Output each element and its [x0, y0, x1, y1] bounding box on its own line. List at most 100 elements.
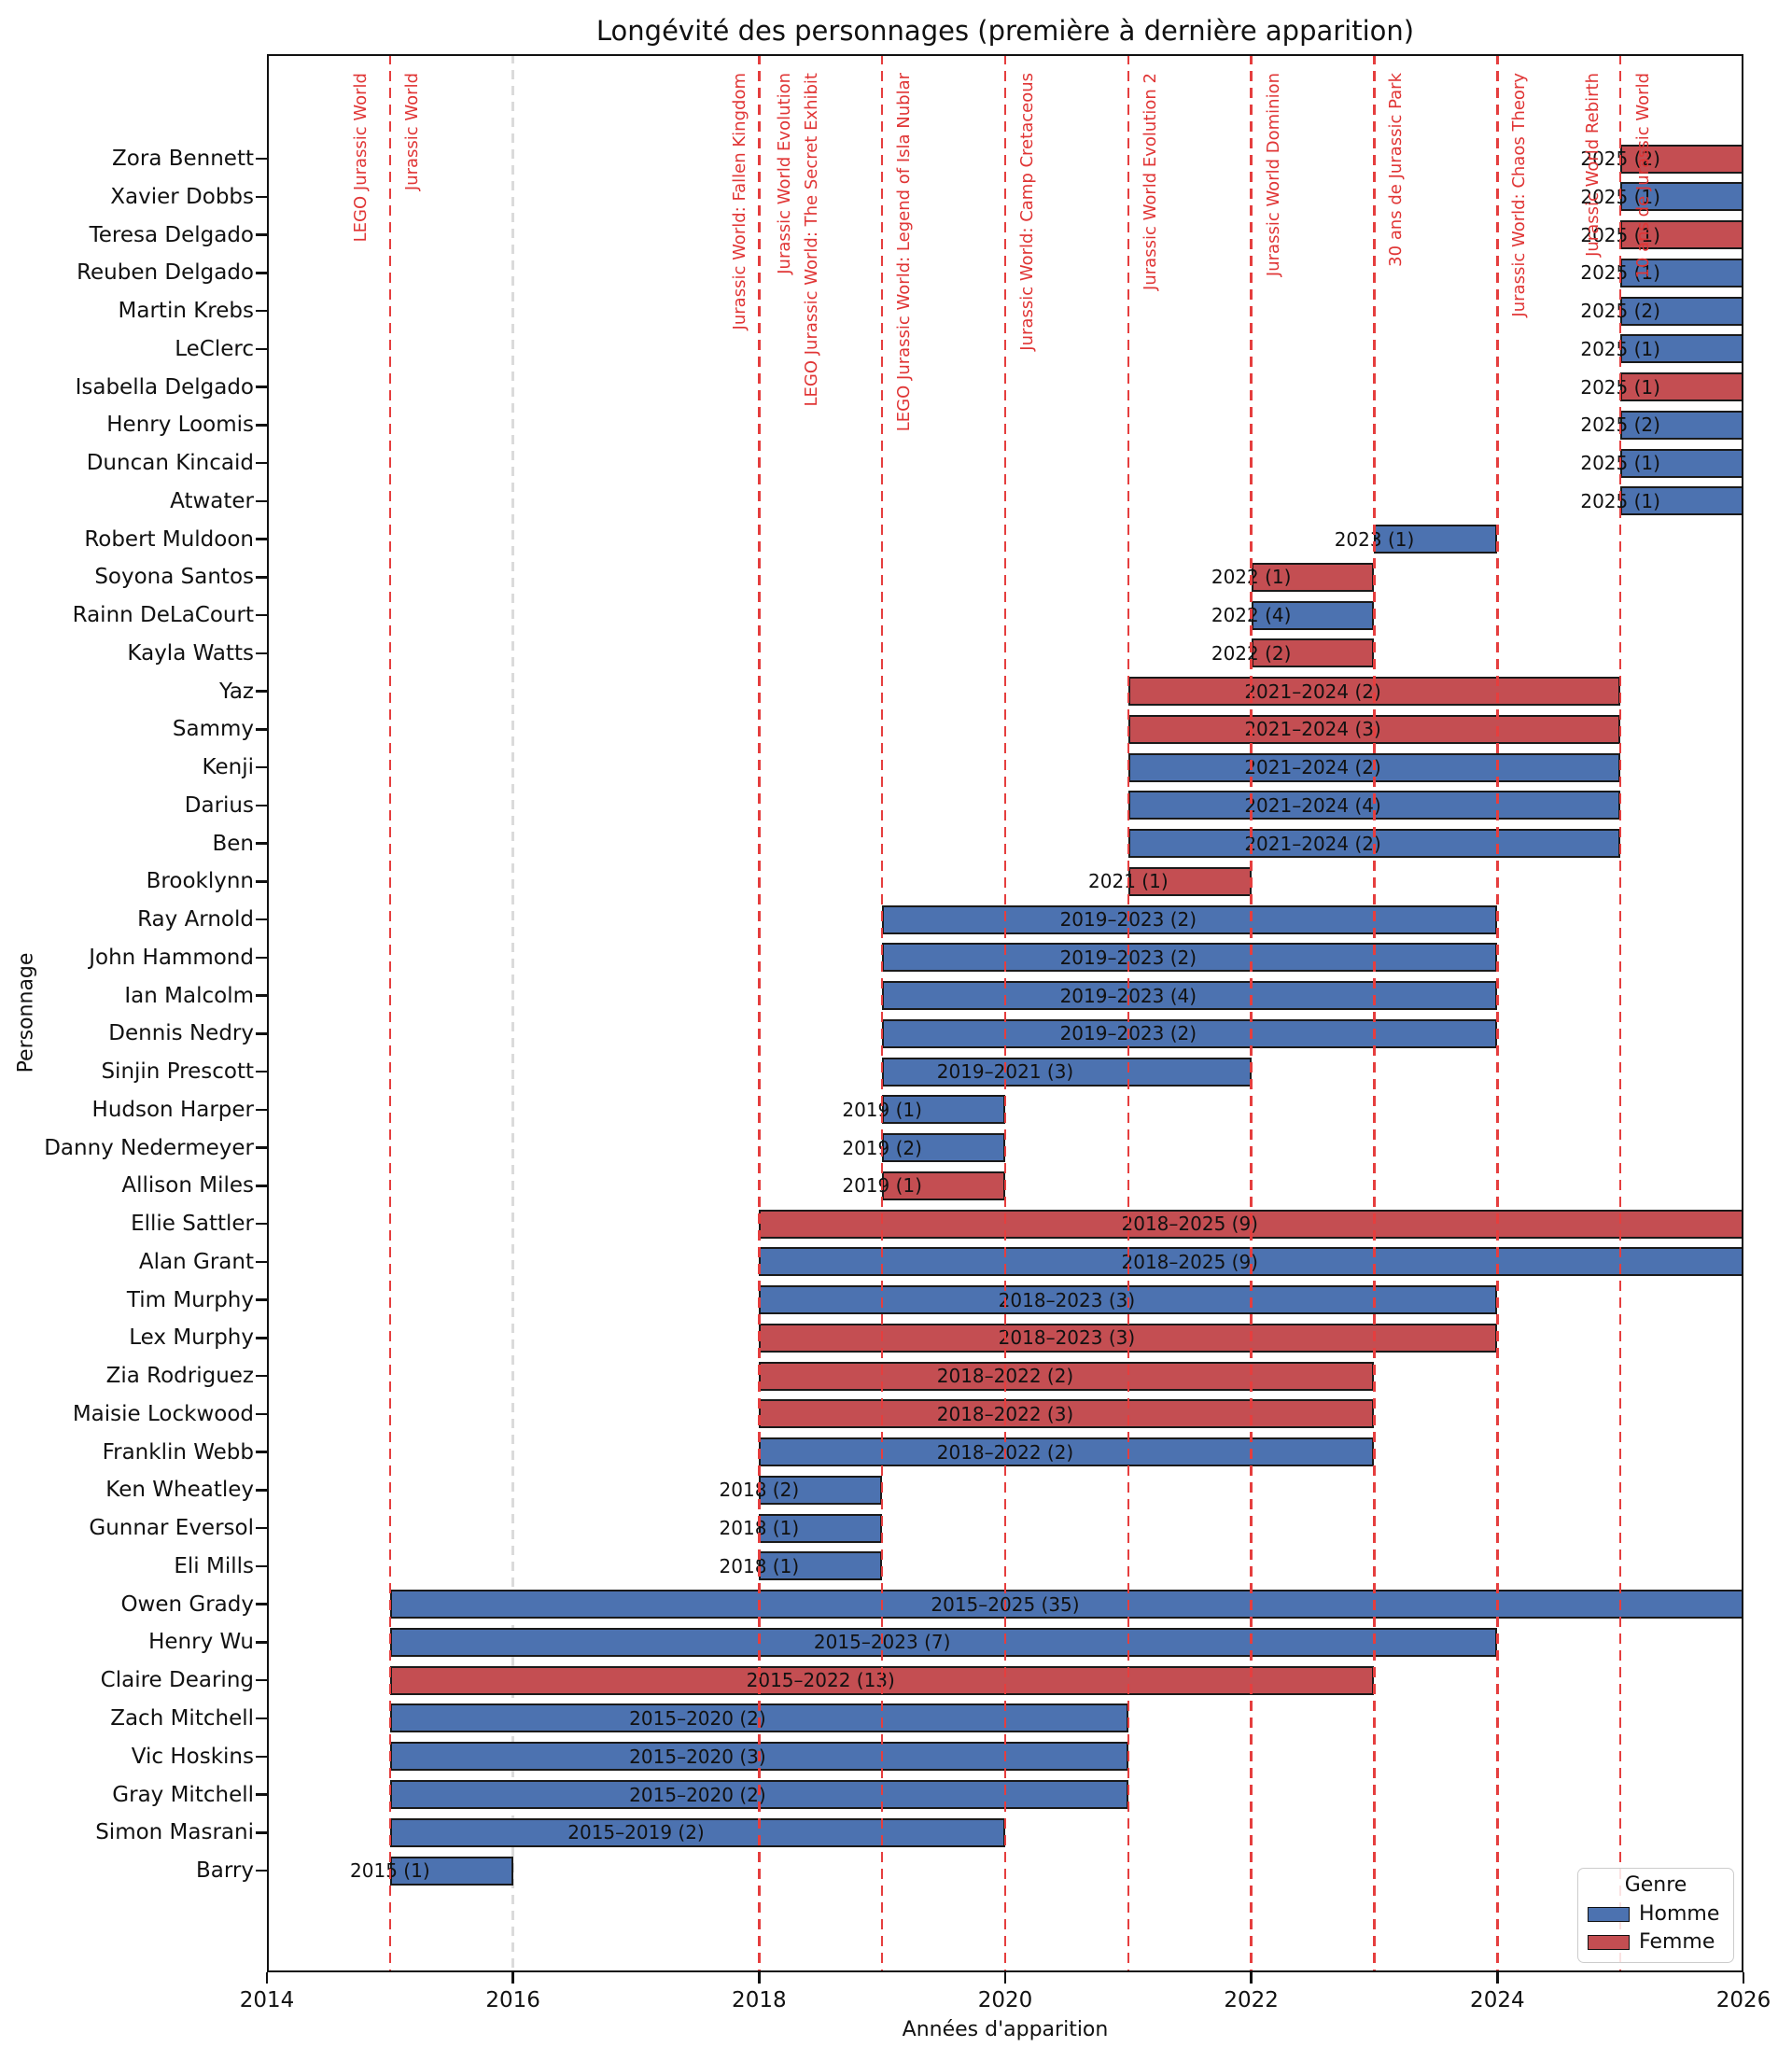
legend-title: Genre — [1624, 1873, 1687, 1897]
y-tick-mark — [256, 1869, 267, 1872]
character-name: Zia Rodriguez — [105, 1364, 254, 1389]
character-name: Kayla Watts — [127, 640, 254, 666]
y-tick-mark — [256, 1070, 267, 1073]
character-name: Alan Grant — [138, 1249, 254, 1274]
event-label: 10 ans de Jurassic World — [1633, 73, 1654, 279]
x-tick-label: 2024 — [1470, 1988, 1525, 2012]
bar — [882, 1171, 1005, 1200]
event-label: LEGO Jurassic World — [350, 73, 371, 243]
bar — [759, 1551, 883, 1581]
y-tick-mark — [256, 499, 267, 503]
character-name: Simon Masrani — [95, 1820, 254, 1845]
bar — [389, 1627, 1498, 1657]
y-tick-mark — [256, 613, 267, 617]
bar — [1251, 638, 1375, 668]
bar — [389, 1817, 1005, 1847]
character-name: John Hammond — [89, 945, 254, 970]
legend-swatch-femme — [1588, 1935, 1630, 1950]
bar — [1620, 144, 1743, 174]
y-tick-mark — [256, 233, 267, 236]
character-name: Eli Mills — [174, 1553, 254, 1578]
bar — [1620, 448, 1743, 478]
bar — [759, 1399, 1375, 1429]
y-tick-mark — [256, 424, 267, 427]
character-name: Ray Arnold — [137, 907, 254, 932]
character-name: Claire Dearing — [100, 1668, 254, 1693]
character-name: Allison Miles — [121, 1173, 254, 1199]
y-tick-mark — [256, 1298, 267, 1301]
y-tick-mark — [256, 1412, 267, 1416]
character-name: Zach Mitchell — [110, 1705, 254, 1731]
y-tick-mark — [256, 842, 267, 845]
gridline — [511, 54, 514, 1972]
character-name: Reuben Delgado — [77, 260, 254, 286]
y-tick-mark — [256, 804, 267, 807]
y-tick-mark — [256, 1108, 267, 1112]
bar — [759, 1475, 883, 1505]
bar — [1127, 866, 1252, 896]
legend-label: Homme — [1639, 1902, 1720, 1926]
bar — [882, 943, 1498, 973]
y-tick-mark — [256, 1755, 267, 1758]
event-label: Jurassic World Rebirth — [1583, 73, 1603, 257]
event-label: Jurassic World: Fallen Kingdom — [730, 73, 750, 330]
event-label: Jurassic World — [401, 73, 422, 191]
y-tick-mark — [256, 1489, 267, 1492]
character-name: Ian Malcolm — [124, 983, 254, 1008]
bar-label: 2015–2020 (2) — [629, 1706, 766, 1730]
character-name: Kenji — [202, 755, 254, 780]
bar — [389, 1590, 1743, 1619]
x-tick-label: 2018 — [732, 1988, 787, 2012]
bar-label: 2018–2025 (9) — [1121, 1213, 1258, 1236]
y-tick-mark — [256, 765, 267, 769]
y-tick-mark — [256, 1678, 267, 1682]
character-name: Robert Muldoon — [84, 526, 254, 552]
character-name: Ken Wheatley — [105, 1478, 254, 1503]
bar — [1251, 600, 1375, 630]
legend-rows: Homme Femme — [1588, 1903, 1724, 1954]
character-name: Sinjin Prescott — [101, 1059, 254, 1085]
x-tick-label: 2016 — [485, 1988, 540, 2012]
bar — [882, 1133, 1005, 1163]
y-tick-mark — [256, 576, 267, 579]
legend-item: Homme — [1588, 1903, 1724, 1926]
character-name: Danny Nedermeyer — [44, 1135, 254, 1160]
bar-label: 2018–2023 (3) — [998, 1288, 1136, 1311]
bar-label: 2018–2025 (9) — [1121, 1250, 1258, 1273]
character-name: Brooklynn — [146, 869, 254, 894]
event-label: LEGO Jurassic World: Legend of Isla Nubl… — [894, 73, 915, 432]
event-line — [1127, 54, 1130, 1972]
x-tick-mark — [511, 1972, 514, 1984]
character-name: Teresa Delgado — [89, 222, 254, 247]
character-name: Vic Hoskins — [131, 1744, 254, 1769]
character-name: Gunnar Eversol — [89, 1516, 254, 1541]
event-line — [1373, 54, 1376, 1972]
bar — [1620, 258, 1743, 287]
chart-title: Longévité des personnages (première à de… — [595, 15, 1415, 47]
character-name: Henry Wu — [148, 1630, 254, 1655]
event-line — [880, 54, 884, 1972]
y-tick-mark — [256, 690, 267, 693]
event-label: Jurassic World: Camp Cretaceous — [1016, 73, 1037, 351]
event-line — [1250, 54, 1253, 1972]
character-name: Zora Bennett — [112, 147, 254, 171]
y-tick-mark — [256, 538, 267, 540]
bar — [759, 1437, 1375, 1467]
y-tick-mark — [256, 1564, 267, 1568]
y-tick-mark — [256, 1374, 267, 1378]
event-label: Jurassic World Evolution — [775, 73, 795, 274]
event-label: LEGO Jurassic World: The Secret Exhibit — [802, 73, 822, 407]
x-tick-label: 2014 — [239, 1988, 295, 2012]
bar-label: 2015–2020 (3) — [629, 1745, 766, 1768]
y-tick-mark — [256, 1337, 267, 1339]
bar-label: 2021–2024 (2) — [1244, 680, 1381, 703]
character-name: LeClerc — [175, 336, 254, 361]
character-name: Xavier Dobbs — [110, 184, 254, 209]
event-line — [388, 54, 392, 1972]
x-axis-title: Années d'apparition — [902, 2018, 1109, 2041]
character-name: Dennis Nedry — [108, 1021, 254, 1046]
x-tick-label: 2022 — [1224, 1988, 1279, 2012]
bar — [882, 1095, 1005, 1125]
bar — [1251, 562, 1375, 592]
